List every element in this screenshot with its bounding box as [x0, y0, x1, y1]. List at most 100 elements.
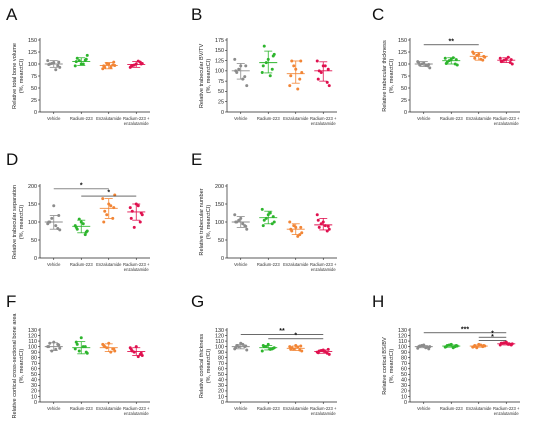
data-point	[81, 62, 85, 66]
data-point	[499, 341, 503, 345]
data-point	[454, 344, 458, 348]
y-axis-label-line: (%, mean±CI)	[389, 59, 395, 94]
y-axis-label: Relative cortical cross-sectional bone a…	[12, 313, 25, 419]
y-tick-label: 125	[28, 50, 37, 56]
series-enzalutamide	[99, 60, 118, 71]
data-point	[323, 64, 327, 68]
y-tick-label: 130	[215, 328, 224, 334]
y-tick-label: 0	[221, 256, 224, 262]
data-point	[47, 62, 51, 66]
y-tick-label: 120	[398, 333, 407, 339]
x-category-label: enzalutamide	[494, 121, 520, 126]
series-enzalutamide	[99, 341, 118, 354]
data-point	[268, 211, 272, 215]
y-tick-label: 80	[31, 355, 37, 361]
data-point	[455, 63, 459, 67]
y-tick-label: 110	[398, 339, 407, 345]
series-radium-223-enzalutamide	[314, 347, 333, 356]
data-point	[326, 224, 330, 228]
data-point	[54, 224, 58, 228]
x-category-label: Vehicle	[47, 116, 61, 121]
data-point	[245, 348, 249, 352]
significance-label: *	[491, 331, 494, 338]
x-category-label: Radium-223	[440, 116, 463, 121]
data-point	[243, 75, 247, 79]
data-point	[136, 204, 140, 208]
data-point	[317, 225, 321, 229]
data-point	[237, 67, 241, 71]
series-enzalutamide	[286, 344, 305, 353]
series-vehicle	[414, 343, 433, 351]
data-point	[428, 66, 432, 70]
y-axis-label: Relative trabecular separation (%, mean±C…	[12, 185, 25, 259]
series-radium-223-enzalutamide	[314, 59, 333, 88]
data-point	[509, 58, 513, 62]
data-point	[272, 220, 276, 224]
series-radium-223	[72, 53, 91, 68]
y-tick-label: 100	[28, 344, 37, 350]
y-tick-label: 40	[218, 378, 224, 384]
data-point	[296, 234, 300, 238]
series-radium-223-enzalutamide	[127, 59, 146, 69]
data-point	[472, 345, 476, 349]
y-tick-label: 50	[218, 89, 224, 95]
x-category-label: Vehicle	[234, 116, 248, 121]
x-category-label: Enzalutamide	[466, 116, 492, 121]
y-tick-label: 70	[31, 361, 37, 367]
data-point	[136, 59, 140, 63]
y-tick-label: 50	[31, 372, 37, 378]
series-radium-223	[442, 342, 461, 350]
y-tick-label: 130	[28, 328, 37, 334]
data-point	[443, 56, 447, 60]
data-point	[498, 56, 502, 60]
y-tick-label: 100	[215, 344, 224, 350]
data-point	[132, 63, 136, 67]
panel-letter: C	[372, 5, 384, 24]
data-point	[327, 227, 331, 231]
data-point	[52, 204, 56, 208]
y-axis-label-line: Relative trabecular separation	[12, 185, 18, 259]
data-point	[288, 220, 292, 224]
y-tick-label: 10	[401, 394, 407, 400]
y-tick-label: 50	[218, 372, 224, 378]
x-category-label: Enzalutamide	[466, 406, 492, 411]
y-tick-label: 100	[28, 220, 37, 226]
data-point	[271, 54, 275, 58]
data-point	[451, 346, 455, 350]
data-point	[268, 347, 272, 351]
x-category-label: Enzalutamide	[96, 406, 122, 411]
series-vehicle	[414, 60, 433, 70]
y-tick-label: 10	[218, 394, 224, 400]
data-point	[260, 349, 264, 353]
data-point	[233, 213, 237, 217]
data-point	[427, 347, 431, 351]
series-enzalutamide	[286, 220, 305, 238]
data-point	[79, 336, 83, 340]
data-point	[102, 220, 106, 224]
x-category-label: enzalutamide	[124, 411, 150, 416]
series-radium-223-enzalutamide	[497, 340, 516, 347]
data-point	[50, 62, 54, 66]
y-tick-label: 25	[401, 98, 407, 104]
y-axis-label: Relative trabecular number (%, mean±CI)	[199, 188, 212, 255]
y-axis-label-line: (%, mean±CI)	[389, 349, 395, 384]
panel-a: A Relative total bone volume (%, mean±CI) 0…	[6, 5, 150, 126]
data-point	[288, 84, 292, 88]
panel-letter: G	[191, 292, 204, 311]
significance-label: *	[491, 334, 494, 341]
data-point	[48, 341, 52, 345]
data-point	[262, 44, 266, 48]
x-category-label: Radium-223 +	[123, 116, 150, 121]
y-tick-label: 50	[401, 86, 407, 92]
x-category-label: Enzalutamide	[283, 116, 309, 121]
data-point	[57, 60, 61, 64]
x-category-label: Radium-223	[257, 406, 280, 411]
y-tick-label: 25	[218, 100, 224, 106]
data-point	[327, 352, 331, 356]
data-point	[74, 340, 78, 344]
y-tick-label: 150	[398, 38, 407, 44]
series-radium-223	[259, 44, 278, 78]
y-tick-label: 150	[215, 202, 224, 208]
panel-f: F Relative cortical cross-sectional bone …	[6, 292, 150, 419]
data-point	[260, 207, 264, 211]
